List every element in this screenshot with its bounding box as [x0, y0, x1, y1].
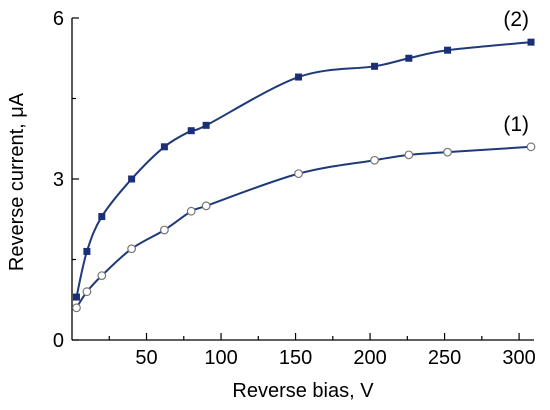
data-point-square [98, 213, 106, 221]
curves [75, 41, 532, 309]
data-point-square [187, 127, 195, 135]
markers [72, 38, 536, 313]
x-tick-label: 200 [353, 347, 386, 369]
x-ticks: 50 100 150 200 250 300 [108, 333, 536, 369]
data-point-circle [443, 147, 452, 157]
data-point-square [405, 54, 413, 62]
data-point-circle [159, 225, 169, 235]
y-ticks: 0 3 6 [53, 8, 79, 352]
y-tick-label: 3 [53, 169, 64, 191]
data-point-square [527, 38, 535, 46]
x-axis-title: Reverse bias, V [232, 380, 374, 402]
series-labels: (1) (2) [503, 8, 529, 136]
data-point-circle [72, 303, 81, 313]
data-point-circle [201, 201, 211, 211]
data-point-square [83, 247, 91, 255]
data-point-circle [127, 244, 137, 254]
x-tick-label: 50 [135, 347, 157, 369]
data-point-square [202, 121, 210, 129]
data-point-square [444, 46, 452, 54]
data-point-circle [294, 169, 303, 179]
data-point-circle [97, 271, 107, 281]
data-point-circle [186, 206, 196, 216]
data-point-square [128, 175, 136, 183]
y-axis-title: Reverse current, μA [6, 92, 28, 271]
axes [71, 18, 534, 341]
x-tick-label: 250 [428, 347, 461, 369]
series-label-1: (1) [503, 113, 529, 136]
data-point-circle [526, 142, 536, 152]
series-label-2: (2) [503, 8, 529, 31]
y-tick-label: 0 [53, 330, 64, 352]
x-tick-label: 300 [502, 347, 535, 369]
x-tick-label: 150 [279, 347, 312, 369]
data-point-square [72, 293, 80, 301]
series-line-1 [75, 145, 532, 309]
data-point-circle [82, 287, 92, 297]
y-tick-label: 6 [53, 8, 64, 30]
series-line-2 [75, 41, 532, 298]
data-point-square [160, 143, 168, 151]
data-point-circle [370, 155, 379, 165]
data-point-square [295, 73, 303, 81]
x-tick-label: 100 [204, 347, 237, 369]
data-point-square [371, 62, 379, 70]
data-point-circle [404, 150, 414, 160]
